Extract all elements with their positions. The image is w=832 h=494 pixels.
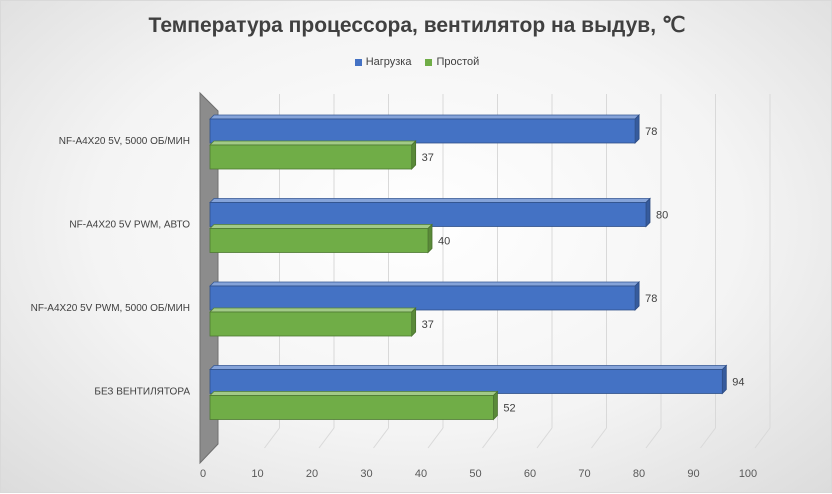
data-label: 78 xyxy=(645,293,657,305)
bar-load xyxy=(209,118,636,144)
x-tick-label: 50 xyxy=(469,468,481,480)
floor-gridline xyxy=(700,427,716,449)
legend: Нагрузка Простой xyxy=(1,56,832,68)
y-tick-label: NF-A4X20 5V, 5000 ОБ/МИН xyxy=(59,136,190,147)
data-label: 40 xyxy=(438,236,450,248)
floor-gridline xyxy=(427,427,444,449)
x-tick-label: 10 xyxy=(251,468,263,480)
bar-top-face xyxy=(209,281,641,287)
bar-end-face xyxy=(411,140,417,170)
data-label: 52 xyxy=(503,403,515,415)
data-label: 37 xyxy=(422,319,434,331)
x-tick-label: 90 xyxy=(687,468,699,480)
bar-load xyxy=(209,202,647,227)
bar-idle xyxy=(209,144,413,170)
bar-top-face xyxy=(209,365,728,370)
floor-gridline xyxy=(318,427,335,449)
bar-end-face xyxy=(411,307,417,337)
floor-gridline xyxy=(645,427,662,449)
bar-end-face xyxy=(427,223,433,254)
floor-gridline xyxy=(373,427,389,449)
x-tick-label: 40 xyxy=(415,468,427,480)
bar-load xyxy=(209,285,636,311)
x-tick-label: 80 xyxy=(633,468,645,480)
bar-load xyxy=(209,369,723,394)
legend-label-idle: Простой xyxy=(436,56,480,68)
floor-gridline xyxy=(264,427,280,449)
floor-gridline xyxy=(754,427,771,449)
bar-top-face xyxy=(209,224,433,229)
floor-gridline xyxy=(482,427,498,449)
y-tick-label: NF-A4X20 5V PWM, АВТО xyxy=(69,219,190,230)
bar-top-face xyxy=(209,391,499,396)
legend-label-load: Нагрузка xyxy=(365,56,412,68)
data-label: 80 xyxy=(656,210,668,222)
bar-top-face xyxy=(209,140,417,146)
bar-end-face xyxy=(634,281,640,311)
bar-idle xyxy=(209,311,413,337)
floor-gridline xyxy=(591,427,607,449)
y-tick-label: NF-A4X20 5V PWM, 5000 ОБ/МИН xyxy=(31,303,190,314)
data-label: 94 xyxy=(732,377,744,389)
bar-end-face xyxy=(492,390,498,421)
chart-title: Температура процессора, вентилятор на вы… xyxy=(148,14,686,37)
bar-idle xyxy=(209,228,429,253)
bar-end-face xyxy=(634,114,640,144)
x-tick-label: 30 xyxy=(360,468,372,480)
bar-idle xyxy=(209,395,494,420)
x-tick-label: 60 xyxy=(524,468,536,480)
legend-item-load: Нагрузка xyxy=(354,56,412,68)
legend-swatch-load xyxy=(354,58,362,66)
legend-swatch-idle xyxy=(425,58,433,66)
bar-top-face xyxy=(209,307,417,313)
bar-top-face xyxy=(209,114,641,120)
bar-end-face xyxy=(721,364,727,395)
x-tick-label: 70 xyxy=(578,468,590,480)
x-tick-label: 20 xyxy=(306,468,318,480)
bar-end-face xyxy=(645,197,651,228)
floor-gridline xyxy=(536,427,553,449)
data-label: 78 xyxy=(645,126,657,138)
legend-item-idle: Простой xyxy=(425,56,479,68)
bar-top-face xyxy=(209,198,651,203)
y-tick-label: БЕЗ ВЕНТИЛЯТОРА xyxy=(94,386,190,397)
data-label: 37 xyxy=(422,152,434,164)
x-tick-label: 0 xyxy=(200,468,206,480)
x-tick-label: 100 xyxy=(739,468,757,480)
